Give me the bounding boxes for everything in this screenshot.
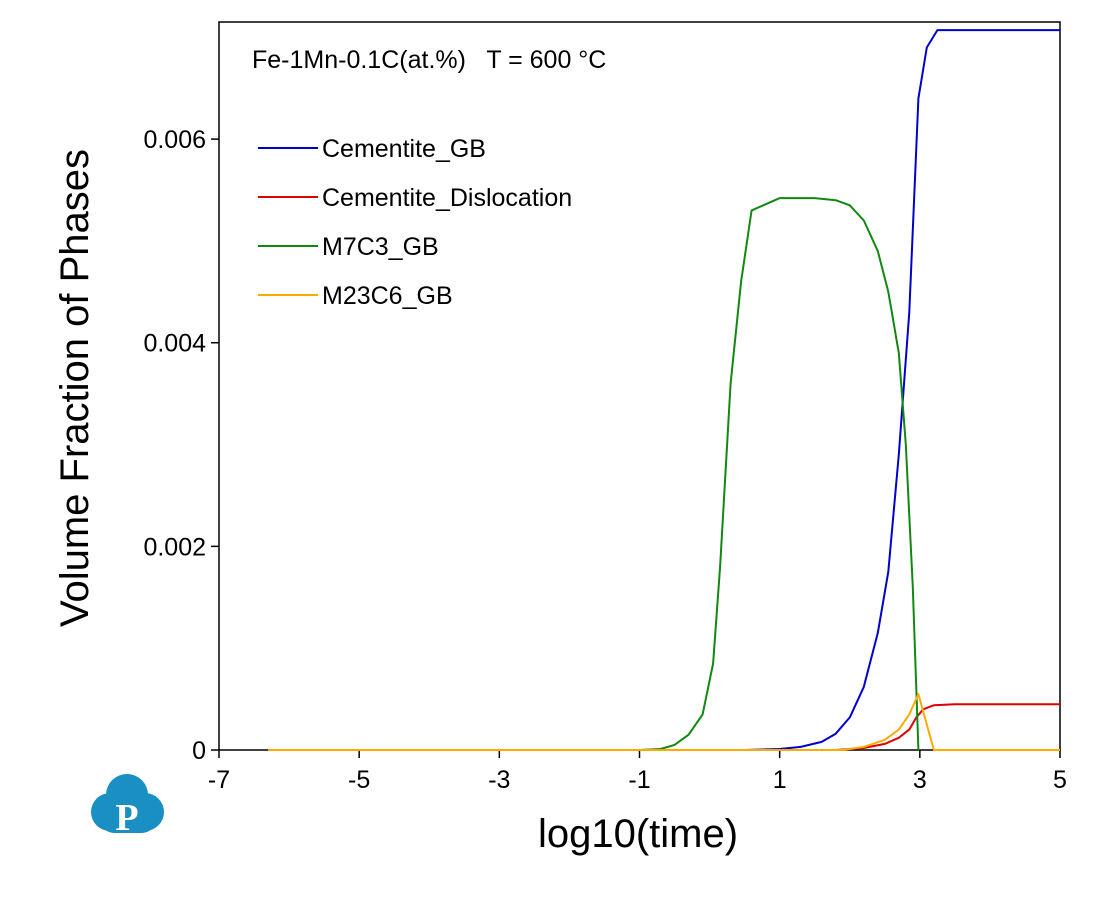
- series-line-cementite-dislocation: [268, 703, 1060, 751]
- legend-label: M7C3_GB: [322, 233, 439, 261]
- x-tick-label: -7: [208, 766, 230, 794]
- legend-label: Cementite_Dislocation: [322, 184, 572, 212]
- y-tick-label: 0.006: [143, 126, 206, 154]
- series-line-m7c3-gb: [268, 197, 920, 751]
- x-tick-label: -5: [348, 766, 370, 794]
- logo: P: [91, 774, 164, 839]
- x-axis: -7 -5 -3 -1 1 3 5: [208, 750, 1067, 794]
- series-line-m23c6-gb: [268, 693, 1060, 751]
- x-tick-label: 5: [1053, 766, 1067, 794]
- chart-annotation: Fe-1Mn-0.1C(at.%) T = 600 °C: [252, 46, 606, 74]
- legend-label: Cementite_GB: [322, 135, 486, 163]
- y-tick-label: 0.004: [143, 330, 206, 358]
- y-axis-label: Volume Fraction of Phases: [53, 149, 97, 627]
- y-tick-label: 0.002: [143, 533, 206, 561]
- logo-letter: P: [115, 797, 138, 839]
- series-line-cementite-gb: [268, 29, 1060, 751]
- x-tick-label: -3: [488, 766, 510, 794]
- x-axis-label: log10(time): [538, 812, 738, 856]
- legend-label: M23C6_GB: [322, 282, 453, 310]
- y-axis: 0 0.002 0.004 0.006: [143, 126, 219, 765]
- series-lines: [268, 29, 1060, 751]
- x-tick-label: 1: [773, 766, 787, 794]
- plot-frame: [218, 21, 1061, 751]
- x-tick-label: -1: [628, 766, 650, 794]
- legend: Cementite_GB Cementite_Dislocation M7C3_GB…: [258, 135, 572, 310]
- y-tick-label: 0: [192, 737, 206, 765]
- x-tick-label: 3: [913, 766, 927, 794]
